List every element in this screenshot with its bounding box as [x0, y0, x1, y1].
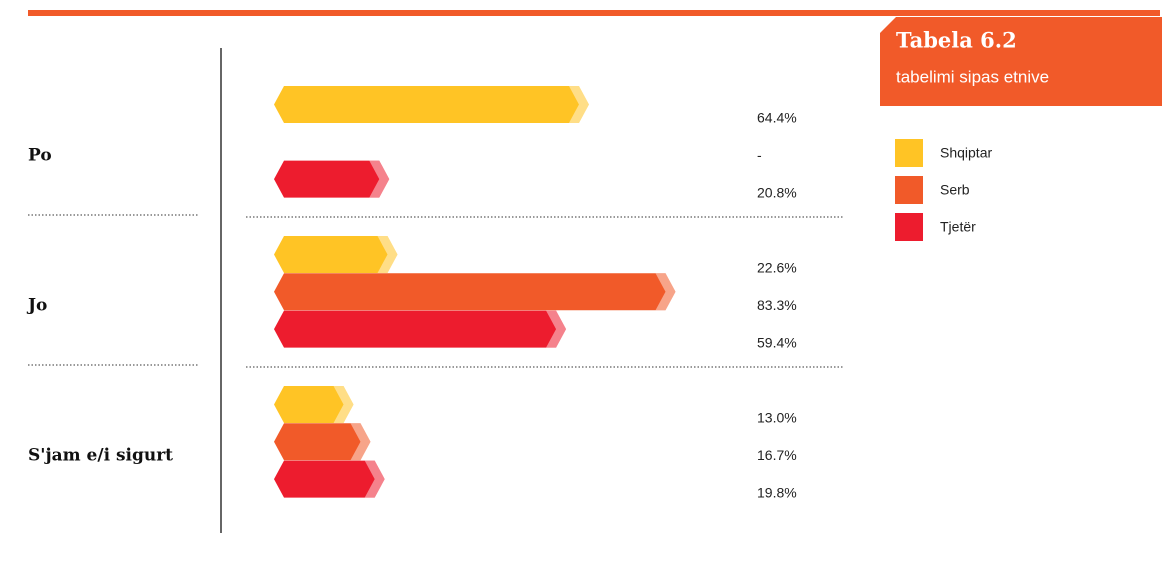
value-label: 13.0% [757, 410, 797, 426]
bar-body [274, 386, 354, 423]
chart-subtitle: tabelimi sipas etnive [896, 67, 1049, 86]
separators [28, 214, 843, 368]
value-label: 16.7% [757, 447, 797, 463]
legend-label: Tjetër [940, 219, 976, 235]
value-label: 22.6% [757, 260, 797, 276]
bar-body [274, 236, 398, 273]
bar [274, 236, 398, 273]
top-rule [28, 10, 1160, 16]
legend-swatch [895, 213, 923, 241]
bar-tip [364, 460, 385, 498]
category-label: Jo [26, 296, 47, 316]
bar-tip [333, 386, 354, 423]
bar-tip [546, 310, 567, 348]
bar-tip [369, 160, 390, 198]
category-label: S'jam e/i sigurt [28, 446, 173, 466]
bar-tip [655, 273, 676, 311]
bar-tip [377, 236, 398, 273]
bar [274, 160, 390, 198]
bar-body [274, 273, 676, 311]
bar-body [274, 423, 371, 461]
bar-tip [568, 86, 589, 123]
value-label: 19.8% [757, 484, 797, 500]
bar-body [274, 86, 589, 123]
title-box [880, 17, 1162, 106]
legend-swatch [895, 176, 923, 204]
bar [274, 310, 567, 348]
bar-body [274, 160, 390, 198]
value-label: 20.8% [757, 184, 797, 200]
legend-swatch [895, 139, 923, 167]
value-label: 59.4% [757, 334, 797, 350]
bar [274, 273, 676, 311]
value-label: 64.4% [757, 110, 797, 126]
value-label: - [757, 147, 762, 163]
bar-tip [350, 423, 371, 461]
chart-title: Tabela 6.2 [896, 28, 1017, 53]
legend-label: Serb [940, 182, 970, 198]
legend-label: Shqiptar [940, 145, 992, 161]
bar-body [274, 310, 567, 348]
value-label: 83.3% [757, 297, 797, 313]
category-label: Po [28, 146, 52, 166]
bar [274, 460, 385, 498]
bar [274, 386, 354, 423]
bar [274, 86, 589, 123]
bar-body [274, 460, 385, 498]
bar [274, 423, 371, 461]
